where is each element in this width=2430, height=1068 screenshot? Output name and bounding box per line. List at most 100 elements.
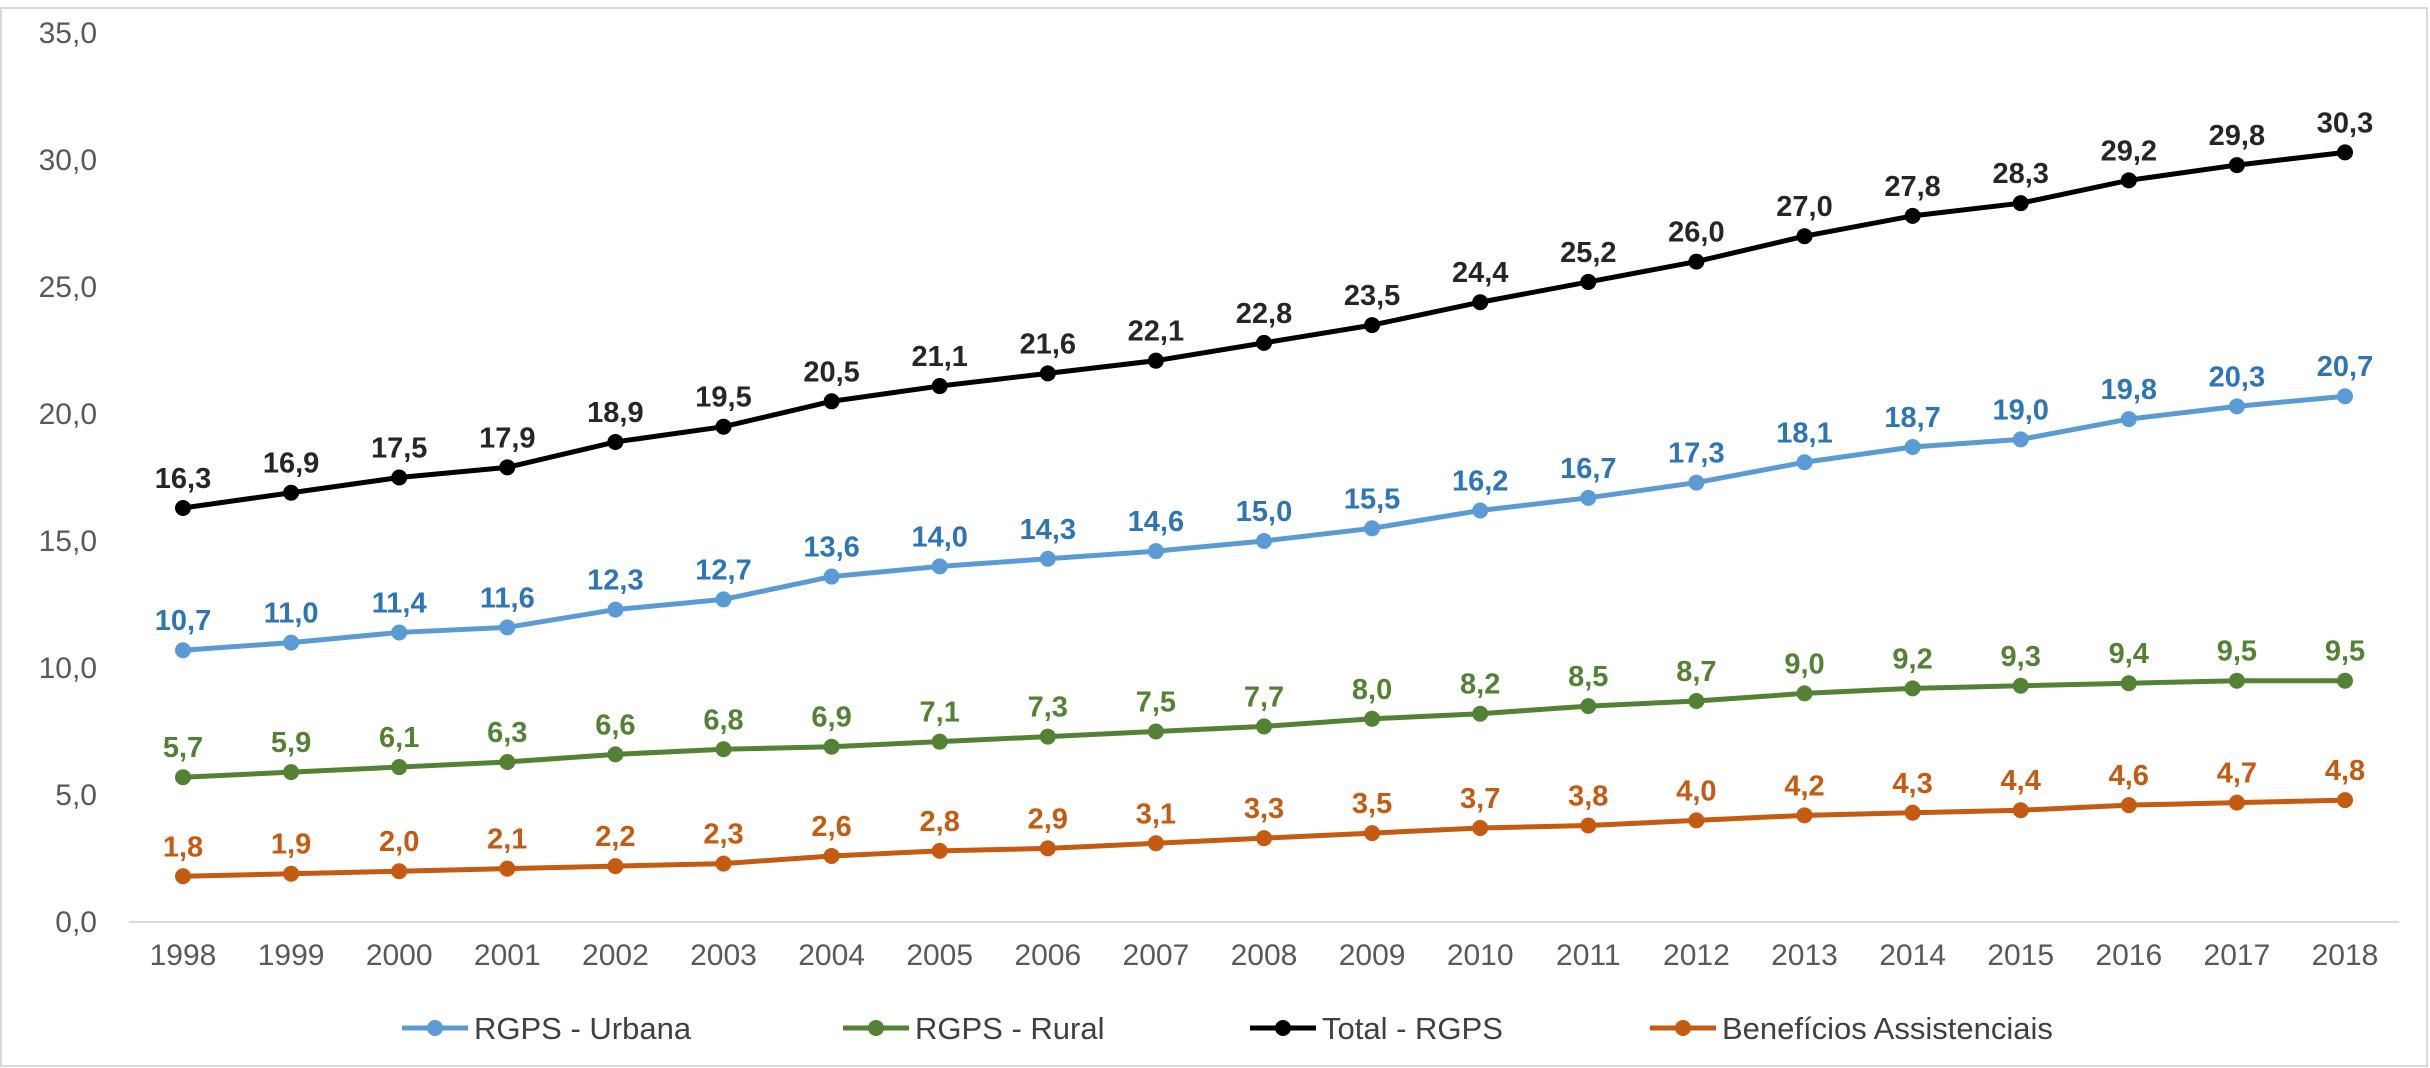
data-point (1256, 830, 1272, 847)
data-label: 19,5 (695, 382, 751, 414)
data-point (931, 378, 948, 395)
data-label: 2,8 (920, 806, 960, 838)
data-point (715, 418, 732, 435)
data-label: 28,3 (1992, 158, 2048, 190)
data-label: 24,4 (1452, 257, 1508, 289)
y-tick-label: 20,0 (39, 398, 97, 431)
data-label: 4,2 (1784, 770, 1824, 802)
data-label: 16,3 (155, 463, 211, 495)
x-tick-label: 2004 (798, 939, 865, 972)
data-label: 7,5 (1136, 687, 1176, 719)
data-label: 22,1 (1128, 316, 1184, 348)
data-point (2012, 677, 2029, 694)
data-point (715, 855, 732, 872)
data-label: 12,3 (587, 565, 643, 597)
data-label: 3,3 (1244, 793, 1284, 825)
x-tick-label: 2007 (1123, 939, 1190, 972)
data-label: 6,3 (487, 717, 527, 749)
data-point (1256, 533, 1272, 549)
data-point (2337, 144, 2353, 161)
data-point (2337, 672, 2353, 689)
data-label: 6,6 (595, 709, 635, 741)
data-label: 17,3 (1668, 438, 1724, 470)
data-label: 14,3 (1020, 514, 1076, 546)
x-tick-label: 2006 (1014, 939, 1081, 972)
data-point (1364, 710, 1381, 727)
data-point (1580, 489, 1597, 506)
x-tick-label: 1998 (150, 939, 217, 972)
data-point (499, 459, 516, 476)
data-label: 7,7 (1244, 681, 1284, 713)
data-label: 11,0 (264, 598, 319, 630)
data-label: 4,8 (2325, 755, 2365, 787)
data-label: 5,9 (271, 727, 311, 759)
data-point (391, 863, 408, 880)
data-point (283, 484, 300, 501)
data-label: 17,5 (371, 433, 427, 465)
data-point (1688, 474, 1705, 491)
data-label: 20,3 (2209, 361, 2265, 393)
data-point (2337, 388, 2353, 405)
data-label: 8,2 (1460, 669, 1500, 701)
x-tick-label: 2011 (1556, 939, 1621, 972)
data-point (283, 865, 300, 882)
data-label: 16,2 (1452, 466, 1508, 498)
y-tick-label: 5,0 (55, 779, 97, 812)
legend-label: RGPS - Rural (915, 1011, 1104, 1046)
data-point (2228, 794, 2245, 811)
data-point (823, 568, 840, 585)
data-label: 8,0 (1352, 674, 1392, 706)
data-label: 18,1 (1776, 417, 1832, 449)
data-label: 20,7 (2317, 351, 2373, 383)
x-tick-label: 2002 (582, 939, 649, 972)
data-point (499, 753, 516, 770)
legend-label: Total - RGPS (1322, 1011, 1503, 1046)
data-point (2120, 675, 2137, 692)
data-label: 11,6 (480, 582, 535, 614)
series-2 (175, 144, 2353, 516)
data-point (1904, 680, 1921, 697)
y-axis: 0,0 5,0 10,0 15,0 20,0 25,0 30,0 35,0 (39, 17, 97, 939)
data-point (715, 741, 732, 758)
data-point (607, 858, 624, 875)
data-point (1039, 365, 1056, 382)
data-point (283, 634, 300, 651)
data-label: 4,6 (2109, 760, 2149, 792)
y-tick-label: 15,0 (39, 525, 97, 558)
data-label: 9,2 (1892, 643, 1932, 675)
series-0 (175, 388, 2353, 659)
data-label: 4,0 (1676, 775, 1716, 807)
data-label: 16,9 (263, 448, 319, 480)
data-point (391, 624, 408, 641)
data-label: 25,2 (1560, 237, 1616, 269)
data-label: 20,5 (803, 356, 859, 388)
legend-swatch-marker (427, 1020, 443, 1036)
data-label: 9,5 (2325, 636, 2365, 668)
data-label: 27,8 (1884, 171, 1940, 203)
data-label: 7,1 (920, 697, 960, 729)
data-point (2228, 672, 2245, 689)
data-label: 4,7 (2217, 758, 2257, 790)
data-label: 8,7 (1676, 656, 1716, 688)
data-point (1147, 352, 1164, 369)
data-point (1256, 718, 1272, 735)
data-label: 6,9 (811, 702, 851, 734)
legend-item: RGPS - Urbana (402, 1011, 692, 1046)
data-label: 12,7 (695, 554, 751, 586)
data-label: 21,6 (1020, 328, 1076, 360)
data-label: 17,9 (479, 422, 535, 454)
data-point (1472, 820, 1489, 837)
data-label: 2,9 (1028, 803, 1068, 835)
data-label: 30,3 (2317, 107, 2373, 139)
data-label: 27,0 (1776, 191, 1832, 223)
data-label: 6,1 (379, 722, 419, 754)
legend-item: RGPS - Rural (843, 1011, 1104, 1046)
x-tick-label: 2012 (1663, 939, 1730, 972)
x-tick-label: 1999 (258, 939, 325, 972)
data-label: 2,3 (703, 819, 743, 851)
data-label: 16,7 (1560, 453, 1616, 485)
data-point (1364, 520, 1381, 537)
data-point (2120, 411, 2137, 428)
data-point (1256, 334, 1272, 351)
data-point (1904, 439, 1921, 456)
